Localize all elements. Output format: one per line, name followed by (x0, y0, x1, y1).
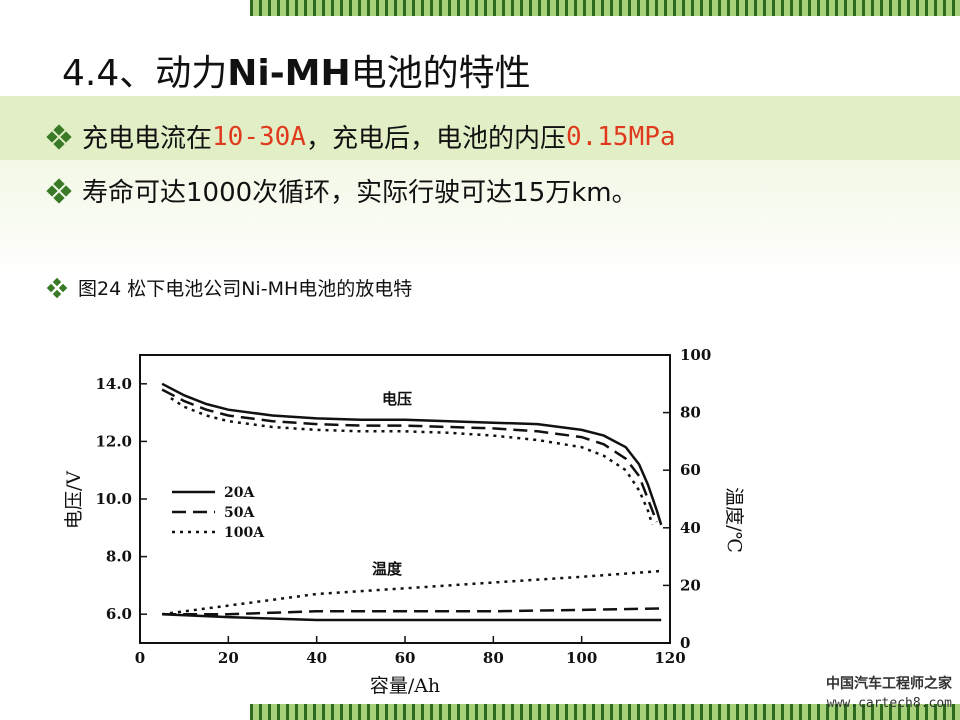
temperature-line-100A (161, 569, 662, 616)
temperature-annotation: 温度 (372, 560, 403, 578)
y-tick-label: 14.0 (95, 375, 132, 393)
chart-lines (161, 382, 663, 622)
y-tick-label: 6.0 (106, 605, 132, 623)
y-tick-label: 8.0 (106, 548, 132, 566)
temperature-line-20A (162, 612, 662, 622)
chart-labels: 0 20 40 60 80 100 120 6.0 8.0 10.0 12.0 14.0 0 20 40 60… (63, 346, 745, 697)
watermark: 中国汽车工程师之家 www.cartech8.com (826, 674, 952, 714)
bullet1-current: 10-30A (212, 121, 306, 152)
bullet1-text-a: 充电电流在 (82, 124, 213, 154)
title-bold: Ni-MH (227, 53, 351, 94)
temperature-line-50A (162, 607, 662, 616)
header-band-fade (0, 160, 960, 280)
figure-caption: 图24 松下电池公司Ni-MH电池的放电特 (78, 278, 413, 300)
title-suffix: 电池的特性 (350, 53, 531, 94)
x-tick-label: 80 (483, 649, 504, 667)
legend-label: 100A (224, 525, 265, 541)
voltage-line-50A (161, 388, 658, 523)
slide-title: 4.4、动力Ni-MH电池的特性 (62, 44, 531, 96)
bullet-figure-caption: 图24 松下电池公司Ni-MH电池的放电特 (46, 274, 413, 301)
bullet1-text-b: ，充电后，电池的内压 (305, 124, 566, 154)
y2-tick-label: 100 (680, 346, 711, 364)
chart-axes (139, 354, 671, 644)
x-tick-label: 100 (566, 649, 597, 667)
bullet-life: 寿命可达1000次循环，实际行驶可达15万km。 (46, 172, 638, 209)
y-tick-label: 10.0 (95, 490, 132, 508)
y-tick-label: 12.0 (95, 432, 132, 450)
bullet2-text: 寿命可达1000次循环，实际行驶可达15万km。 (82, 178, 638, 208)
y-axis-label: 电压/V (63, 471, 85, 529)
voltage-line-20A (161, 382, 663, 526)
watermark-url: www.cartech8.com (826, 696, 952, 711)
y2-axis-label: 温度/℃ (723, 487, 745, 553)
x-axis-label: 容量/Ah (370, 675, 440, 697)
x-tick-label: 20 (218, 649, 239, 667)
voltage-annotation: 电压 (382, 390, 412, 408)
x-tick-label: 60 (395, 649, 416, 667)
bottom-stripe-decoration (250, 704, 960, 720)
y2-tick-label: 20 (680, 576, 701, 594)
header-band (0, 96, 960, 160)
x-tick-label: 0 (135, 649, 145, 667)
watermark-name: 中国汽车工程师之家 (826, 676, 952, 692)
title-prefix: 4.4、动力 (62, 53, 228, 94)
bullet1-pressure: 0.15MPa (565, 121, 676, 152)
x-tick-label: 120 (654, 649, 685, 667)
bullet-charge-current: 充电电流在 10-30A ，充电后，电池的内压 0.15MPa (46, 118, 676, 155)
legend-label: 50A (224, 505, 255, 521)
top-stripe-decoration (250, 0, 960, 16)
x-tick-label: 40 (306, 649, 327, 667)
legend-label: 20A (224, 485, 255, 501)
y2-tick-label: 80 (680, 404, 701, 422)
y2-tick-label: 60 (680, 461, 701, 479)
y2-tick-label: 40 (680, 519, 701, 537)
y2-tick-label: 0 (680, 634, 690, 652)
